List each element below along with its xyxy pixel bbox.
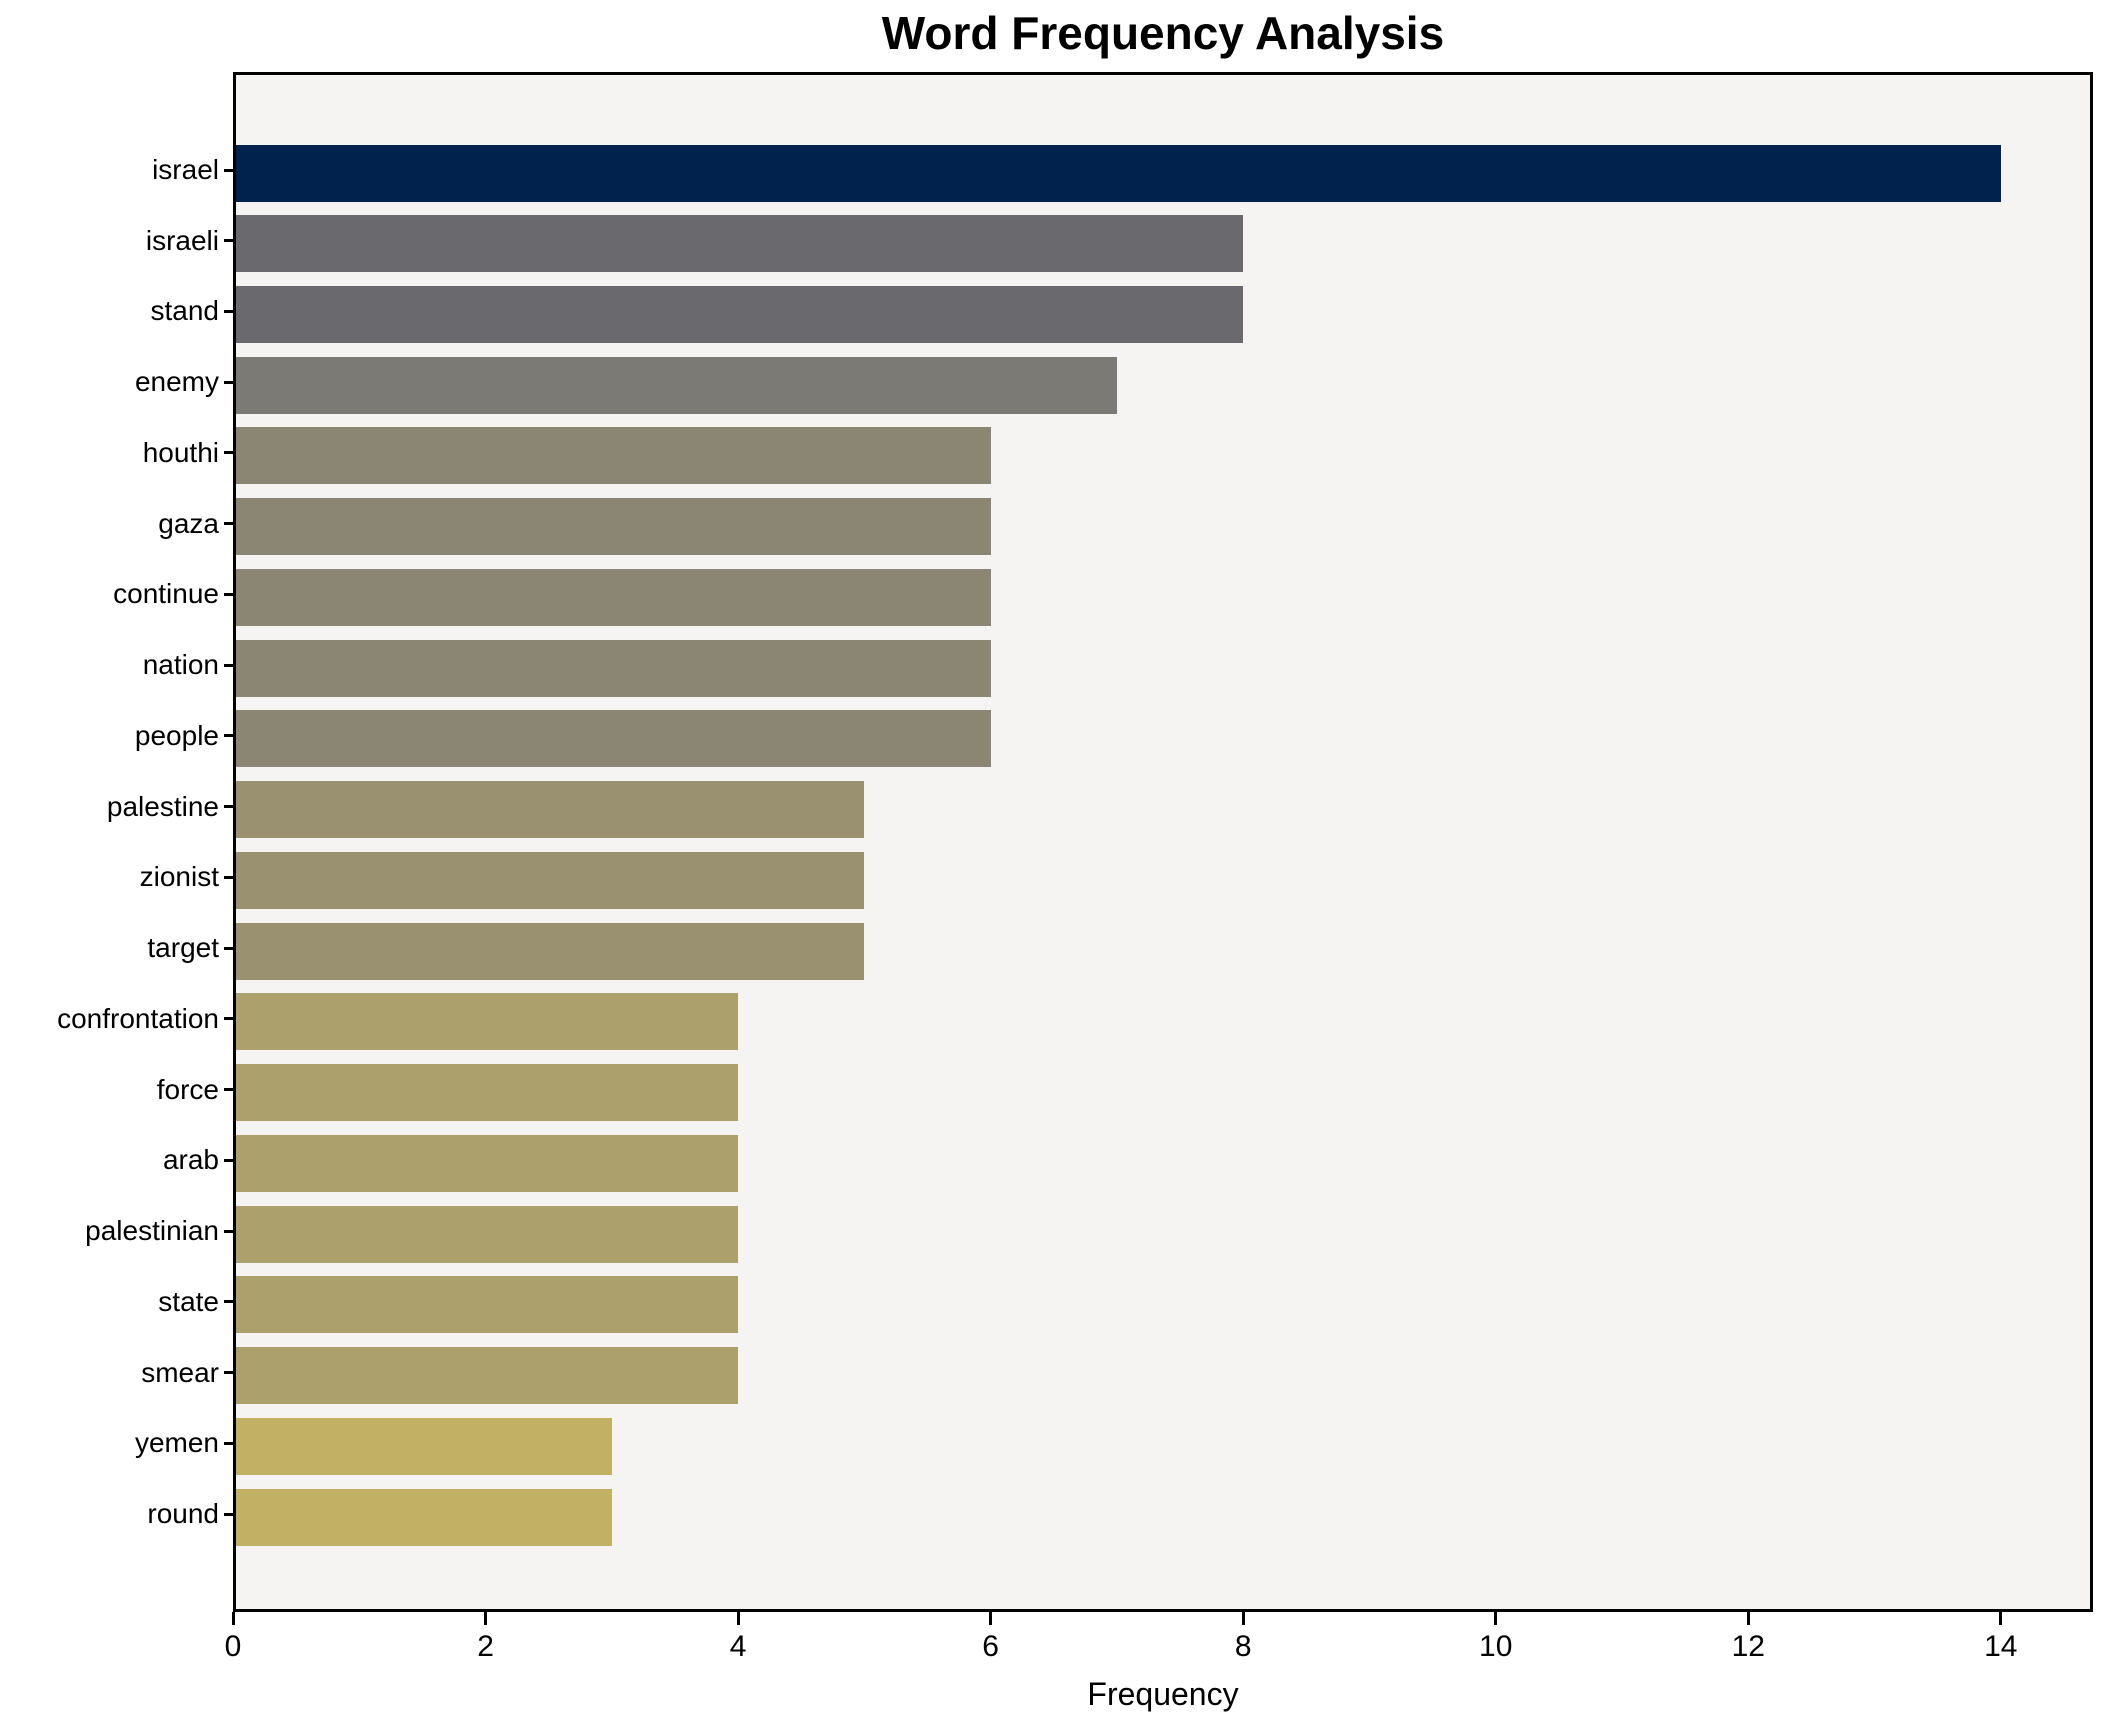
bar-palestine	[236, 781, 865, 839]
x-tick-label-12: 12	[1731, 1630, 1765, 1663]
bar-israel	[236, 144, 2001, 202]
bar-zionist	[236, 851, 865, 909]
bar-enemy	[236, 356, 1117, 414]
y-tick-mark	[224, 451, 233, 455]
x-axis-title: Frequency	[1087, 1676, 1239, 1712]
x-tick-label-2: 2	[477, 1630, 494, 1663]
y-tick-label-palestine: palestine	[106, 790, 219, 822]
y-tick-label-people: people	[134, 719, 219, 751]
x-tick-label-10: 10	[1479, 1630, 1513, 1663]
x-tick-mark	[989, 1612, 993, 1625]
x-tick-mark	[231, 1612, 235, 1625]
y-tick-label-palestinian: palestinian	[85, 1215, 219, 1247]
bar-smear	[236, 1347, 739, 1405]
bar-arab	[236, 1134, 739, 1192]
x-tick-label-14: 14	[1984, 1630, 2018, 1663]
y-tick-mark	[224, 1229, 233, 1233]
bar-gaza	[236, 498, 991, 556]
y-tick-label-israel: israel	[152, 154, 219, 185]
y-tick-label-round: round	[147, 1498, 219, 1529]
bar-houthi	[236, 427, 991, 485]
bar-people	[236, 710, 991, 768]
bar-israeli	[236, 215, 1244, 273]
y-tick-label-state: state	[158, 1285, 219, 1317]
y-tick-label-force: force	[156, 1073, 219, 1105]
x-tick-mark	[736, 1612, 740, 1625]
y-tick-mark	[224, 663, 233, 667]
bar-yemen	[236, 1417, 612, 1475]
y-tick-mark	[224, 1158, 233, 1162]
y-tick-label-arab: arab	[162, 1144, 219, 1176]
x-tick-mark	[1746, 1612, 1750, 1625]
bar-force	[236, 1064, 739, 1122]
bar-nation	[236, 639, 991, 697]
x-tick-mark	[1494, 1612, 1498, 1625]
plot-area	[233, 72, 2093, 1612]
y-tick-mark	[224, 1371, 233, 1375]
y-tick-mark	[224, 1017, 233, 1021]
y-tick-mark	[224, 1300, 233, 1304]
y-tick-label-gaza: gaza	[158, 507, 219, 539]
y-tick-mark	[224, 734, 233, 738]
y-tick-mark	[224, 946, 233, 950]
y-tick-mark	[224, 239, 233, 243]
y-tick-label-continue: continue	[113, 578, 219, 610]
x-tick-mark	[1999, 1612, 2003, 1625]
bar-palestinian	[236, 1205, 739, 1263]
bar-round	[236, 1488, 612, 1546]
y-tick-mark	[224, 805, 233, 809]
y-tick-label-zionist: zionist	[139, 861, 219, 893]
y-tick-mark	[224, 309, 233, 313]
x-tick-label-8: 8	[1234, 1630, 1252, 1663]
x-tick-mark	[1241, 1612, 1245, 1625]
x-tick-mark	[484, 1612, 488, 1625]
y-tick-mark	[224, 522, 233, 526]
bar-target	[236, 922, 865, 980]
y-tick-mark	[224, 592, 233, 596]
bar-continue	[236, 568, 991, 626]
chart-title: Word Frequency Analysis	[881, 7, 1445, 59]
bar-state	[236, 1276, 739, 1334]
y-tick-mark	[224, 875, 233, 879]
y-tick-label-stand: stand	[150, 295, 220, 327]
y-tick-label-yemen: yemen	[134, 1427, 219, 1459]
y-tick-label-target: target	[147, 932, 219, 964]
y-tick-label-enemy: enemy	[134, 366, 219, 398]
y-tick-label-houthi: houthi	[142, 436, 219, 468]
y-tick-mark	[224, 380, 233, 384]
bar-confrontation	[236, 993, 739, 1051]
x-tick-label-0: 0	[224, 1630, 242, 1663]
y-tick-mark	[224, 1441, 233, 1445]
bar-stand	[236, 285, 1244, 343]
y-tick-mark	[224, 168, 233, 172]
x-tick-label-6: 6	[982, 1630, 999, 1663]
x-tick-label-4: 4	[729, 1630, 747, 1663]
y-tick-mark	[224, 1512, 233, 1516]
y-tick-label-nation: nation	[142, 649, 219, 681]
y-tick-label-confrontation: confrontation	[57, 1002, 219, 1034]
y-tick-mark	[224, 1088, 233, 1092]
y-tick-label-israeli: israeli	[145, 224, 219, 256]
y-tick-label-smear: smear	[141, 1356, 219, 1388]
